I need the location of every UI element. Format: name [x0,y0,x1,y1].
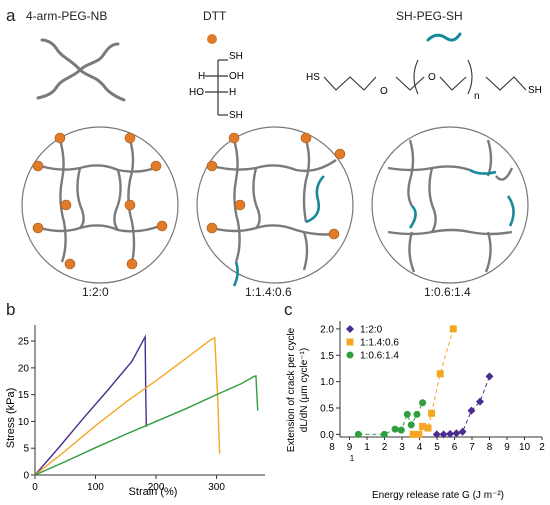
peg-nb-label: 4-arm-PEG-NB [26,9,108,23]
chart-b-series-1 [34,334,148,476]
chart-c-xlabel: Energy release rate G (J m⁻²) [372,490,504,501]
chart-c-x-tick-label: 1 [364,442,370,453]
chart-c-legend-marker [346,338,354,346]
chart-c-x-tick-label: 6 [452,442,458,453]
chart-c-trend-2 [413,328,454,435]
chart-c-point [413,410,421,418]
chart-c-point [391,425,399,433]
chart-c-x-tick-label: 5 [434,442,440,453]
chart-b-xlabel: Strain (%) [129,486,178,498]
chart-c-point [436,370,444,378]
chart-b-y-tick-label: 15 [18,390,30,401]
peg-n: n [474,91,480,102]
chart-b-x-tick-label: 300 [208,482,225,493]
chart-c-legend-label: 1:2:0 [360,325,383,336]
chart-c-trend-1 [436,376,490,435]
dtt-sh-bottom: SH [229,110,243,121]
chart-c-x-minor-label: 1 [350,454,355,463]
dtt-oh1: OH [229,71,244,82]
chart-c-x-tick-label: 8 [329,442,335,453]
chart-c-point [419,422,427,430]
ratio-label-1: 1:2:0 [82,285,109,299]
network-1-icon [21,126,179,284]
chart-c-x-tick-label: 3 [399,442,405,453]
chart-c-y-tick-label: 0.0 [320,430,334,441]
chart-c-legend-label: 1:0.6:1.4 [360,351,399,362]
dtt-h1: H [198,71,205,82]
chart-c-point [424,424,432,432]
panel-a-letter: a [6,6,16,25]
peg-o2: O [428,72,436,83]
chart-c-x-tick-label: 9 [347,442,353,453]
chart-c-x-tick-label: 2 [382,442,388,453]
chart-c-y-tick-label: 1.0 [320,377,334,388]
chart-c-point [354,430,362,438]
chart-c-y-tick-label: 1.5 [320,351,334,362]
chart-c-point [449,325,457,333]
chart-c-point [432,430,441,439]
crack-extension-chart: Extension of crack per cycle dL/dN (μm c… [286,321,545,501]
chart-b-x-tick-label: 200 [148,482,165,493]
chart-c-point [380,430,388,438]
ratio-label-2: 1:1.4:0.6 [245,285,292,299]
chart-c-point [452,429,461,438]
chart-b-y-tick-label: 5 [23,444,29,455]
dtt-sh-top: SH [229,51,243,62]
chart-c-legend-label: 1:1.4:0.6 [360,338,399,349]
panel-c-letter: c [284,300,293,319]
network-2-icon [196,126,354,287]
dtt-label: DTT [203,9,227,23]
peg-nb-star-icon [36,38,126,102]
chart-c-point [407,421,415,429]
peg-linker-icon: HS O O n SH [306,32,542,102]
chart-c-x-tick-label: 8 [487,442,493,453]
chart-b-y-tick-label: 0 [23,471,29,482]
chart-c-x-tick-label: 9 [504,442,510,453]
chart-c-ylabel: Extension of crack per cycle [286,327,297,452]
network-3-icon [371,126,529,284]
chart-c-point [485,372,494,381]
chart-b-x-tick-label: 100 [87,482,104,493]
chart-c-point [446,429,455,438]
ratio-label-3: 1:0.6:1.4 [424,285,471,299]
chart-b-ylabel: Stress (kPa) [5,388,17,449]
chart-c-trend-3 [358,402,424,435]
chart-c-x-tick-label: 7 [469,442,475,453]
chart-c-legend-marker [346,325,354,333]
chart-c-point [409,430,417,438]
dtt-ho2: HO [189,87,204,98]
dtt-h2: H [229,87,236,98]
chart-c-ylabel2: dL/dN (μm cycle⁻¹) [299,348,310,432]
chart-c-y-tick-label: 0.5 [320,404,334,415]
peg-o1: O [380,86,388,97]
chart-c-point [439,430,448,439]
chart-b-series-3 [34,374,259,476]
chart-b-x-tick-label: 0 [32,482,38,493]
chart-c-x-tick-label: 4 [417,442,423,453]
chart-b-y-tick-label: 25 [18,337,30,348]
panel-a-graphic: SH H OH HO H SH HS O O n SH [21,32,542,287]
chart-c-y-tick-label: 2.0 [320,324,334,335]
stress-strain-chart: Stress (kPa) Strain (%) 0 100 200 300 0 5 10 15… [5,325,265,498]
chart-c-x-tick-label: 10 [519,442,531,453]
chart-c-legend-marker [346,351,354,359]
chart-c-point [397,426,405,434]
chart-c-point [419,399,427,407]
chart-c-point [403,410,411,418]
peg-sh-right: SH [528,85,542,96]
chart-b-y-tick-label: 20 [18,363,30,374]
chart-b-y-tick-label: 10 [18,417,30,428]
chart-c-point [458,427,467,436]
chart-c-point [475,397,484,406]
chart-c-point [415,430,423,438]
sh-peg-sh-label: SH-PEG-SH [396,9,463,23]
chart-c-point [428,409,436,417]
dtt-molecule-icon: SH H OH HO H SH [189,34,244,121]
chart-c-x-tick-label: 2 [539,442,545,453]
peg-hs-left: HS [306,72,320,83]
panel-b-letter: b [6,300,16,319]
chart-b-series-2 [34,336,221,476]
chart-c-point [467,406,476,415]
